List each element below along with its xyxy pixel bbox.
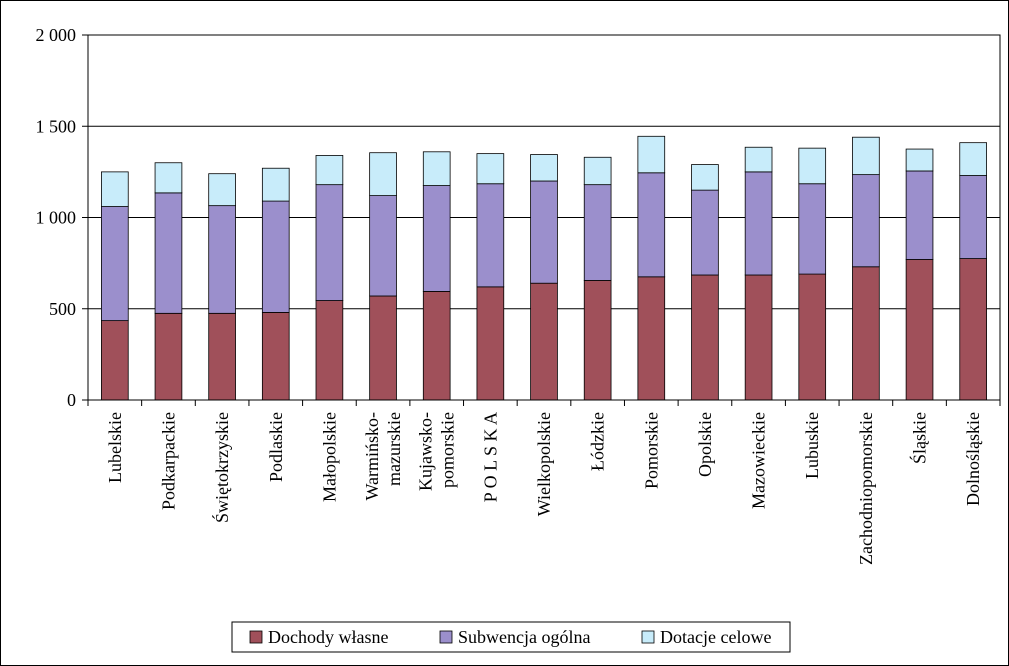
bar-segment xyxy=(261,200,290,313)
legend-box xyxy=(231,621,791,653)
legend-swatch xyxy=(249,630,263,644)
bar-segment xyxy=(101,320,129,401)
x-tick-label: P O L S K A xyxy=(480,412,500,502)
bar-segment xyxy=(744,146,773,173)
x-tick-label: Warmińsko-mazurskie xyxy=(362,412,404,501)
bar-segment xyxy=(476,153,505,185)
bar-segment xyxy=(208,205,236,314)
bar-segment xyxy=(691,164,719,191)
bar-segment xyxy=(798,273,827,401)
x-tick-label: Podkarpackie xyxy=(158,412,178,510)
x-tick-label: Świętokrzyskie xyxy=(211,412,232,523)
bar-segment xyxy=(476,183,505,288)
x-tick-label: Opolskie xyxy=(695,412,715,477)
bar-segment xyxy=(422,185,451,292)
bar-segment xyxy=(583,280,612,401)
x-tick-label: Zachodniopomorskie xyxy=(856,412,876,565)
bar-segment xyxy=(637,172,666,278)
x-tick-label: Mazowieckie xyxy=(749,412,769,509)
bar-segment xyxy=(852,136,880,176)
x-tick-label: Kujawsko-pomorskie xyxy=(416,412,458,491)
bar-segment xyxy=(530,154,558,182)
bar-segment xyxy=(959,142,987,176)
bar-segment xyxy=(798,183,827,275)
bar-segment xyxy=(691,274,719,401)
bar-segment xyxy=(369,195,397,297)
x-tick-label: Dolnośląskie xyxy=(963,412,983,506)
bar-segment xyxy=(261,167,290,202)
bar-segment xyxy=(744,274,773,401)
x-tick-label: Łódzkie xyxy=(588,412,608,471)
bar-segment xyxy=(154,192,183,314)
x-tick-label: Wielkopolskie xyxy=(534,412,554,516)
legend: Dochody własne Subwencja ogólna Dotacje ce… xyxy=(231,621,791,653)
legend-label: Dochody własne xyxy=(268,627,388,647)
y-tick-label: 500 xyxy=(49,299,76,319)
x-tick-label: Pomorskie xyxy=(641,412,661,489)
bars xyxy=(101,135,987,401)
bar-segment xyxy=(852,174,880,268)
plot-area xyxy=(87,34,1001,401)
bar-segment xyxy=(476,286,505,401)
legend-swatch xyxy=(439,630,453,644)
bar-segment xyxy=(315,300,344,401)
bar-segment xyxy=(369,152,397,196)
bar-segment xyxy=(154,162,183,194)
x-tick-label: Małopolskie xyxy=(319,412,339,502)
bar-segment xyxy=(101,171,129,207)
bar-segment xyxy=(101,206,129,322)
y-axis-ticks: 0 500 1 000 1 500 2 000 xyxy=(36,25,88,410)
bar-segment xyxy=(208,312,236,401)
x-tick-label: Podlaskie xyxy=(266,412,286,482)
bar-segment xyxy=(905,259,934,401)
x-axis-ticks: Lubelskie Podkarpackie Świętokrzyskie Podla… xyxy=(87,400,1001,565)
bar-segment xyxy=(959,175,987,259)
y-tick-label: 1 500 xyxy=(36,116,77,136)
x-tick-label: Śląskie xyxy=(909,412,930,464)
x-tick-label: Lubelskie xyxy=(105,412,125,483)
y-tick-label: 1 000 xyxy=(36,208,77,228)
bar-segment xyxy=(583,156,612,186)
bar-segment xyxy=(422,151,451,186)
bar-segment xyxy=(637,276,666,401)
bar-segment xyxy=(208,173,236,207)
bar-segment xyxy=(530,282,558,401)
bar-segment xyxy=(154,312,183,401)
bar-segment xyxy=(422,291,451,401)
legend-swatch xyxy=(641,630,655,644)
bar-segment xyxy=(691,189,719,276)
bar-segment xyxy=(905,170,934,260)
bar-segment xyxy=(315,184,344,301)
bar-segment xyxy=(261,311,290,401)
x-tick-label: Lubuskie xyxy=(802,412,822,479)
bar-segment xyxy=(798,147,827,185)
y-tick-label: 0 xyxy=(67,390,76,410)
legend-label: Dotacje celowe xyxy=(660,627,771,647)
bar-segment xyxy=(852,266,880,401)
bar-segment xyxy=(369,295,397,401)
bar-segment xyxy=(583,184,612,281)
bar-segment xyxy=(959,258,987,401)
bar-segment xyxy=(637,135,666,174)
bar-segment xyxy=(530,180,558,284)
y-tick-label: 2 000 xyxy=(36,25,77,45)
bar-segment xyxy=(905,148,934,172)
bar-segment xyxy=(744,171,773,276)
bar-segment xyxy=(315,155,344,186)
legend-label: Subwencja ogólna xyxy=(458,627,590,647)
